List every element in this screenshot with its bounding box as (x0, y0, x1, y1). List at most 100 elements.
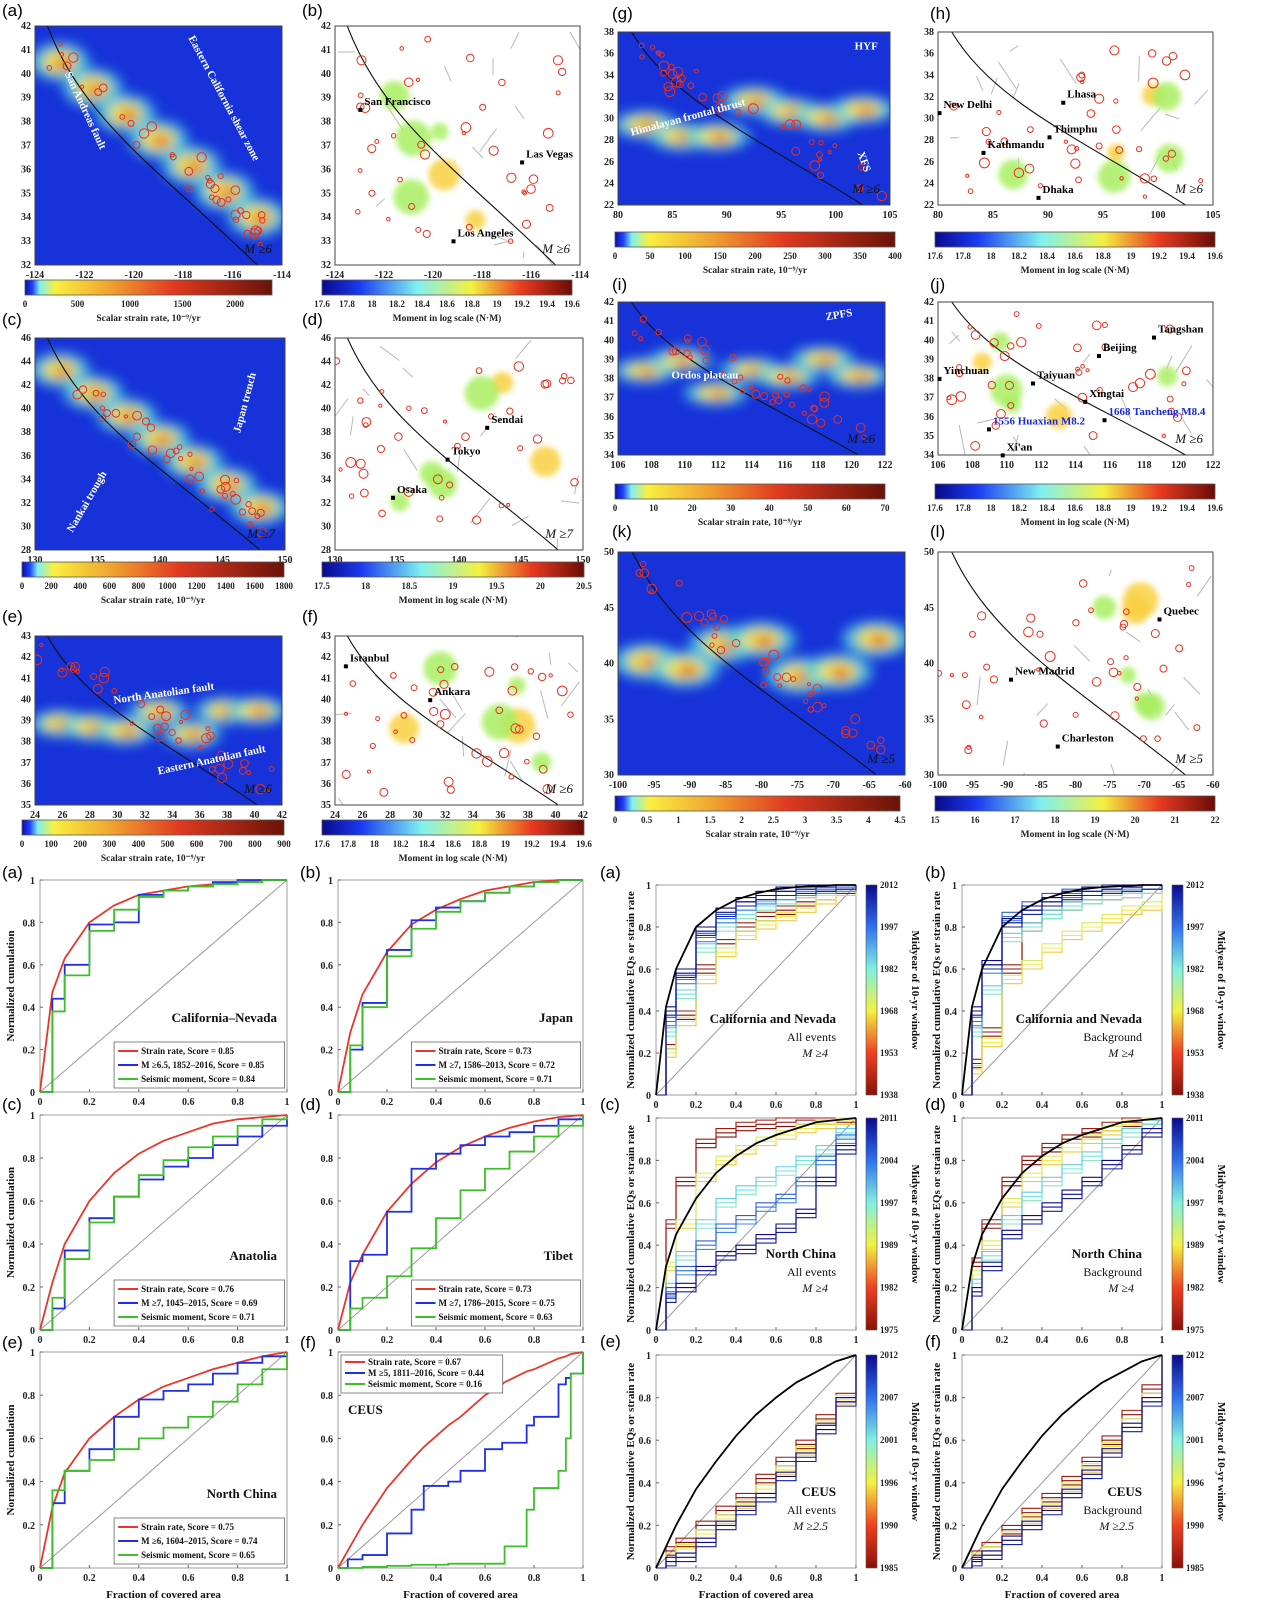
x-tick-label: 34 (468, 810, 478, 821)
colorbar-tick-label: 18 (370, 839, 380, 849)
y-tick-label: 34 (924, 70, 934, 81)
y-tick-label: 35 (604, 431, 614, 442)
y-tick-label: 38 (924, 374, 934, 385)
coastline (631, 32, 864, 205)
magnitude-threshold: M ≥6 (541, 241, 570, 256)
x-tick-label: 0.8 (528, 1097, 541, 1108)
colorbar-tick-label: 18.4 (1039, 503, 1055, 513)
y-tick-label: 34 (604, 70, 614, 81)
y-tick-label: 35 (321, 188, 331, 199)
city-marker (1083, 399, 1088, 404)
x-tick-label: 95 (1098, 210, 1108, 221)
y-tick-label: 41 (924, 316, 934, 327)
x-tick-label: 30 (112, 810, 122, 821)
colorbar-label: Moment in log scale (N·M) (399, 853, 508, 864)
x-tick-label: 40 (250, 810, 260, 821)
colorbar-tick-label: 0 (20, 839, 25, 849)
x-tick-label: -120 (125, 270, 143, 281)
x-tick-label: 24 (330, 810, 340, 821)
moment-halos (998, 82, 1184, 193)
random-reference-diagonal (961, 1117, 1163, 1331)
x-tick-label: 106 (931, 460, 946, 471)
map-frame (34, 25, 283, 266)
x-tick-label: 0 (38, 1573, 43, 1584)
colorbar-tick-label: 18.2 (389, 299, 405, 309)
colorbar-label: Moment in log scale (N·M) (399, 595, 508, 606)
x-tick-label: -100 (609, 780, 627, 791)
panel-label: (j) (930, 275, 945, 294)
colorbar-tick-label: 1200 (188, 581, 207, 591)
colorbar-tick-label: 1500 (173, 299, 192, 309)
magnitude-threshold: M ≥7 (246, 526, 275, 541)
y-tick-label: 35 (21, 188, 31, 199)
map-annotation: HYF (855, 40, 879, 52)
map-annotation: Istanbul (350, 652, 389, 664)
x-tick-label: 0.2 (996, 1100, 1009, 1111)
x-tick-label: -124 (326, 270, 344, 281)
colorbar-tick-label: 1985 (880, 1563, 899, 1573)
coastline (346, 636, 559, 805)
y-tick-label: 38 (21, 117, 31, 128)
y-tick-label: 42 (21, 652, 31, 663)
x-tick-label: 42 (578, 810, 588, 821)
y-tick-label: 0.8 (945, 923, 958, 934)
x-tick-label: 0.2 (381, 1097, 394, 1108)
y-tick-label: 42 (924, 297, 934, 308)
colorbar-tick-label: 2007 (1186, 1393, 1205, 1403)
y-tick-label: 0.8 (23, 918, 36, 929)
colorbar-tick-label: 900 (277, 839, 291, 849)
map-annotation: Sendai (491, 414, 523, 426)
magnitude-threshold: M ≥6 (851, 181, 880, 196)
y-tick-label: 40 (924, 335, 934, 346)
x-tick-label: 0.4 (430, 1335, 443, 1346)
colorbar-tick-label: 4.5 (894, 815, 906, 825)
y-tick-label: 26 (924, 157, 934, 168)
y-tick-label: 0 (328, 1564, 333, 1575)
colorbar-tick-label: 19 (501, 839, 511, 849)
y-tick-label: 38 (321, 737, 331, 748)
y-tick-label: 0.8 (945, 1394, 958, 1405)
y-tick-label: 37 (604, 393, 614, 404)
panel-label: (d) (300, 1095, 321, 1114)
x-tick-label: 0.8 (1116, 1100, 1129, 1111)
y-tick-label: 1 (328, 1111, 333, 1122)
map-annotation: Los Angeles (458, 227, 515, 239)
x-tick-label: 108 (644, 460, 659, 471)
magnitude-threshold: M ≥6 (243, 241, 272, 256)
seismic-moment-map (335, 636, 583, 805)
y-tick-label: 30 (604, 114, 614, 125)
colorbar-tick-label: 18.6 (1067, 503, 1083, 513)
region-title: Japan (539, 1010, 574, 1025)
earthquake-markers (946, 311, 1191, 451)
strain-rate-map (618, 552, 905, 775)
map-frame (334, 337, 584, 551)
map-frame (334, 25, 581, 266)
x-tick-label: 105 (1206, 210, 1221, 221)
x-tick-label: 80 (933, 210, 943, 221)
city-marker (1031, 381, 1035, 386)
chart-panel-e-timewindow: (e)000.20.20.40.40.60.60.80.811Normalize… (600, 1332, 921, 1601)
strain-hotspots (35, 697, 282, 748)
x-tick-label: 0.2 (83, 1335, 96, 1346)
legend-entry: M ≥7, 1586–2013, Score = 0.72 (439, 1060, 556, 1070)
y-tick-label: 39 (21, 93, 31, 104)
map-panel-h: (h) 80 85 90 95 100 105 22 24 26 28 30 32 34 36 38 M ≥6 N… (924, 4, 1223, 276)
colorbar-tick-label: 800 (132, 581, 146, 591)
colorbar-tick-label: 100 (44, 839, 58, 849)
y-tick-label: 1 (30, 1111, 35, 1122)
legend: Strain rate, Score = 0.75 M ≥6, 1604–2015… (113, 1517, 285, 1565)
random-reference-diagonal (337, 879, 584, 1093)
x-axis-label: Fraction of covered area (699, 1589, 814, 1601)
colorbar-tick-label: 18.6 (1067, 251, 1083, 261)
seismic-moment-map (938, 302, 1213, 455)
colorbar-tick-label: 18.8 (471, 839, 487, 849)
city-marker (1061, 100, 1066, 105)
y-tick-label: 0.4 (639, 1007, 652, 1018)
y-tick-label: 30 (21, 521, 31, 532)
strain-rate-curve (655, 1354, 857, 1569)
x-tick-label: 26 (57, 810, 67, 821)
colorbar-tick-label: 150 (713, 251, 727, 261)
map-annotation: Quebec (1164, 605, 1200, 617)
y-axis-label: Normalized cumulative EQs or strain rate (931, 891, 943, 1089)
earthquake-markers (355, 35, 567, 244)
